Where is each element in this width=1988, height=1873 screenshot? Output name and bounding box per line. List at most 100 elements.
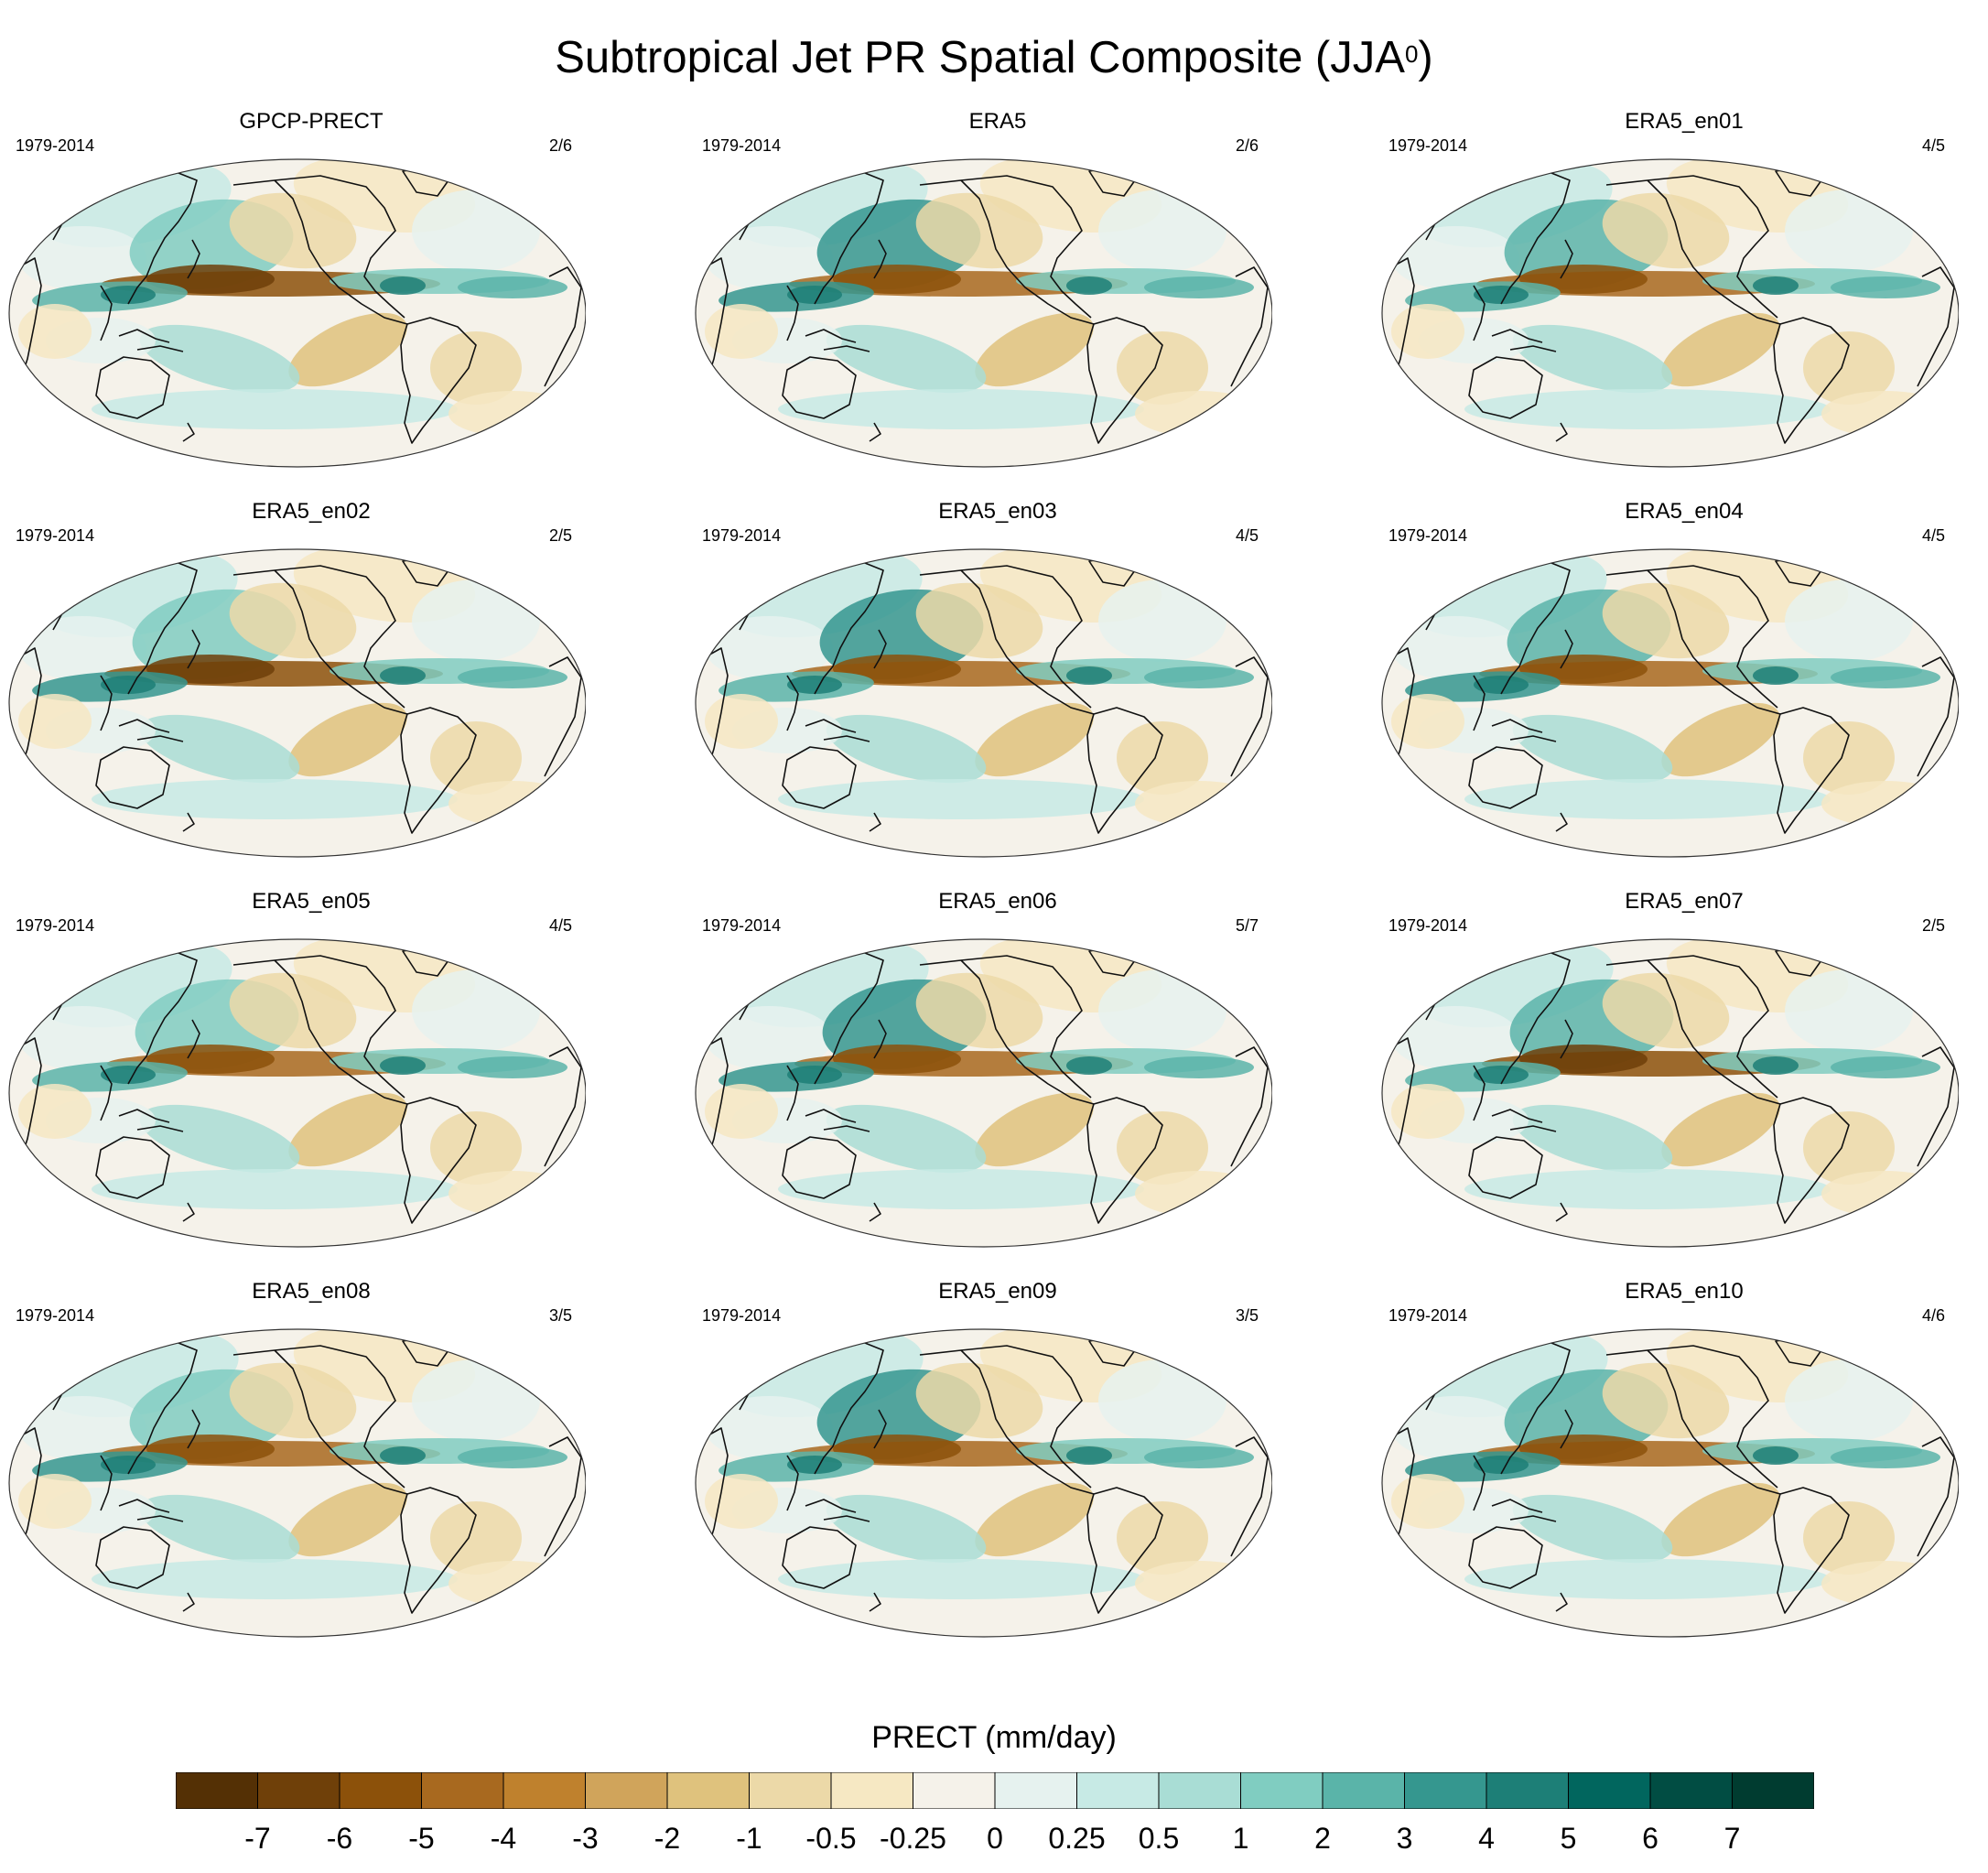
coastline: [782, 1136, 857, 1199]
coastline: [1560, 1409, 1573, 1449]
coastline: [400, 1487, 477, 1614]
coastline: [95, 356, 170, 419]
precip-anomaly-field: [9, 1329, 586, 1637]
coastline: [869, 1592, 881, 1612]
anomaly-region: [380, 276, 426, 295]
coastline: [1773, 1097, 1850, 1224]
anomaly-region: [229, 192, 357, 269]
precip-anomaly-field: [1382, 939, 1959, 1247]
colorbar-swatch: [1568, 1772, 1651, 1809]
precip-anomaly-field: [696, 159, 1272, 467]
coastline: [823, 735, 870, 742]
coastline: [274, 569, 408, 715]
coastline: [704, 647, 729, 773]
map-plot: [1381, 938, 1959, 1248]
panel-period: 1979-2014: [16, 526, 95, 545]
anomaly-region: [1512, 714, 1673, 784]
anomaly-region: [1831, 1446, 1940, 1468]
anomaly-region: [380, 1056, 426, 1075]
anomaly-region: [412, 579, 540, 662]
coastline: [1555, 812, 1568, 832]
anomaly-region: [288, 312, 407, 387]
anomaly-region: [1144, 1056, 1254, 1078]
anomaly-region: [1098, 969, 1226, 1052]
anomaly-region: [1753, 276, 1799, 295]
panel-title: ERA5_en05: [252, 889, 371, 914]
colorbar-swatch: [502, 1772, 586, 1809]
map-plot: [8, 938, 586, 1248]
anomaly-region: [1753, 666, 1799, 685]
panel-count: 4/5: [1235, 526, 1259, 545]
anomaly-region: [380, 666, 426, 685]
colorbar-tick-label: 2: [1314, 1822, 1331, 1855]
coastline: [1647, 569, 1781, 715]
anomaly-region: [705, 1396, 833, 1460]
colorbar-swatch: [1649, 1772, 1733, 1809]
anomaly-region: [18, 616, 146, 680]
coastline: [786, 1065, 799, 1121]
colorbar-tick-label: 1: [1232, 1822, 1249, 1855]
anomaly-region: [1831, 276, 1940, 298]
anomaly-region: [1474, 1066, 1529, 1084]
coastline: [400, 1097, 477, 1224]
anomaly-region: [787, 1066, 842, 1084]
panel-title: ERA5_en04: [1625, 499, 1744, 524]
anomaly-region: [412, 1359, 540, 1442]
anomaly-region: [1474, 1456, 1529, 1474]
colorbar-title: PRECT (mm/day): [871, 1720, 1117, 1755]
panel-count: 2/6: [1235, 136, 1259, 155]
colorbar-tick-label: 6: [1642, 1822, 1658, 1855]
colorbar-tick-label: -3: [572, 1822, 599, 1855]
coastline: [1473, 675, 1486, 731]
colorbar-swatch: [1076, 1772, 1160, 1809]
coastline: [1086, 1487, 1163, 1614]
coastline: [1230, 1436, 1269, 1557]
anomaly-region: [458, 276, 567, 298]
map-panel: ERA5_en08 1979-2014 3/5: [0, 1278, 622, 1662]
coastline: [782, 356, 857, 419]
map-plot: [695, 548, 1272, 858]
colorbar-swatch: [1322, 1772, 1405, 1809]
coastline: [1509, 1125, 1557, 1132]
panel-title: ERA5_en01: [1625, 109, 1744, 134]
anomaly-region: [92, 389, 458, 429]
anomaly-region: [1474, 676, 1529, 694]
coastline: [1773, 1487, 1850, 1614]
anomaly-region: [380, 1446, 426, 1465]
coastline: [805, 329, 857, 343]
anomaly-region: [1117, 1501, 1208, 1575]
map-border: [8, 548, 586, 858]
title-superscript: 0: [1404, 40, 1419, 68]
coastline: [1086, 707, 1163, 834]
panel-period: 1979-2014: [1388, 916, 1468, 935]
colorbar-tick-label: 5: [1560, 1822, 1577, 1855]
anomaly-region: [1785, 189, 1913, 272]
anomaly-region: [778, 1169, 1144, 1209]
anomaly-region: [229, 972, 357, 1049]
anomaly-region: [1391, 1084, 1464, 1139]
coastline: [1473, 1455, 1486, 1511]
coastline: [100, 285, 113, 341]
map-panel: ERA5_en04 1979-2014 4/5: [1373, 498, 1988, 882]
anomaly-region: [1602, 192, 1730, 269]
anomaly-region: [92, 1559, 458, 1599]
map-border: [695, 158, 1272, 468]
panel-title: ERA5_en02: [252, 499, 371, 524]
coastline: [17, 257, 42, 383]
coastline: [136, 1125, 184, 1132]
coastline: [118, 719, 170, 733]
coastline: [1509, 1515, 1557, 1522]
anomaly-region: [1098, 189, 1226, 272]
coastline: [95, 1526, 170, 1589]
coastline: [919, 955, 1092, 1099]
coastline: [873, 1019, 887, 1059]
anomaly-region: [1821, 391, 1950, 437]
panel-period: 1979-2014: [1388, 1306, 1468, 1325]
coastline: [1086, 1097, 1163, 1224]
anomaly-region: [412, 969, 540, 1052]
coastline: [187, 239, 200, 279]
anomaly-region: [1661, 312, 1780, 387]
anomaly-region: [1512, 324, 1673, 394]
coastline: [1509, 735, 1557, 742]
anomaly-region: [448, 781, 577, 827]
